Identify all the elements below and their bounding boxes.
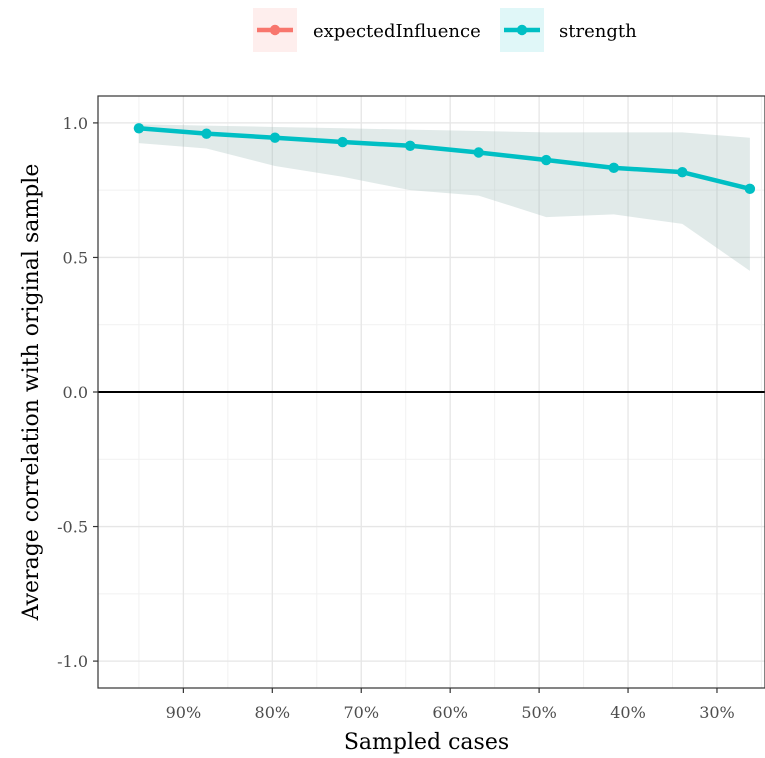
y-axis-title: Average correlation with original sample — [19, 164, 44, 622]
strength-point — [133, 123, 145, 134]
y-tick-label: 1.0 — [63, 114, 88, 133]
y-tick-label: -1.0 — [57, 652, 88, 671]
strength-point — [473, 147, 484, 158]
legend-label-strength: strength — [559, 21, 637, 42]
legend-item-strength: strength — [500, 8, 637, 52]
strength-point — [541, 154, 552, 166]
x-tick-label: 50% — [521, 703, 557, 722]
x-tick-label: 40% — [610, 703, 646, 722]
x-tick-label: 70% — [343, 703, 379, 722]
strength-point — [337, 136, 348, 148]
strength-line — [136, 126, 753, 192]
y-tick-label: 0.5 — [63, 248, 88, 267]
strength-point — [404, 140, 416, 151]
strength-point — [744, 183, 756, 195]
legend: expectedInfluence strength — [253, 8, 637, 52]
legend-marker-expectedinfluence — [269, 24, 281, 36]
series-points — [133, 123, 756, 195]
x-axis-ticks: 90% 80% 70% 60% 50% 40% 30% — [166, 688, 735, 722]
confidence-bands — [138, 124, 750, 271]
series-lines — [136, 126, 753, 192]
y-tick-label: -0.5 — [57, 518, 88, 537]
x-tick-label: 30% — [699, 703, 735, 722]
legend-marker-strength — [516, 24, 528, 36]
y-tick-label: 0.0 — [63, 383, 88, 402]
strength-point — [677, 166, 688, 178]
strength-point — [608, 162, 620, 174]
y-axis-ticks: 1.0 0.5 0.0 -0.5 -1.0 — [57, 114, 98, 671]
strength-point — [269, 132, 281, 143]
x-tick-label: 80% — [255, 703, 291, 722]
strength-point — [201, 128, 212, 139]
x-tick-label: 60% — [432, 703, 468, 722]
x-axis-title: Sampled cases — [344, 730, 509, 755]
strength-band — [138, 124, 750, 271]
x-tick-label: 90% — [166, 703, 202, 722]
legend-item-expectedinfluence: expectedInfluence — [253, 8, 481, 52]
legend-label-expectedinfluence: expectedInfluence — [313, 21, 481, 42]
